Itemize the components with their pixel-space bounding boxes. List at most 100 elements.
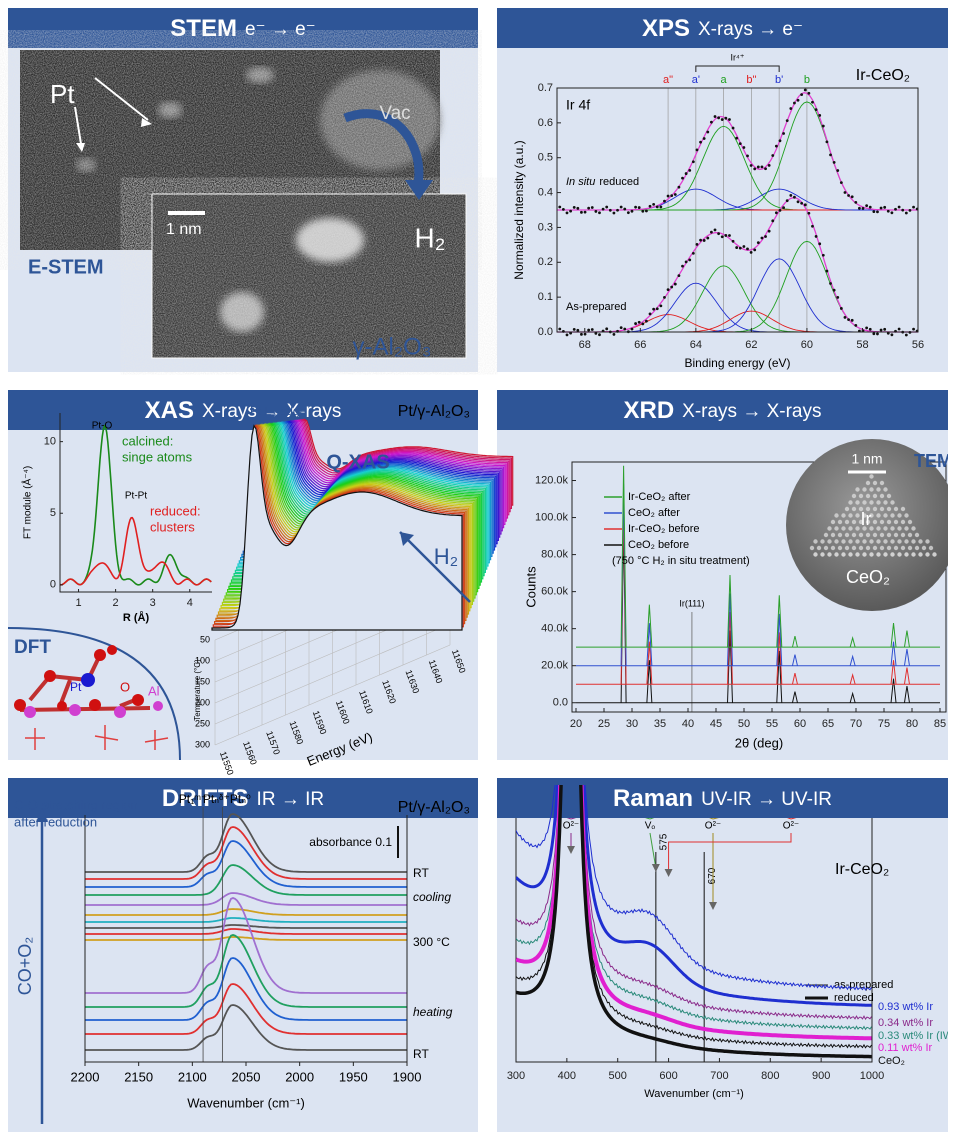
- subtitle: IR → IR: [257, 789, 325, 810]
- series-label: 0.34 wt% Ir: [878, 1017, 933, 1029]
- subtitle: X-rays → X-rays: [202, 401, 341, 422]
- data-dot: [746, 247, 749, 251]
- subtitle: X-rays → X-rays: [682, 401, 821, 422]
- panel-header: [497, 8, 948, 48]
- floor-grid: [214, 644, 451, 746]
- spectrum: [516, 785, 872, 1041]
- data-dot: [904, 211, 908, 215]
- xas-plot: 1 2 3 4 0 5 10 R (Å) FT module (Å⁻⁴) Pt-O calcined…: [21, 403, 514, 776]
- x-tick-label: 30: [626, 718, 638, 730]
- label: clusters: [150, 519, 195, 534]
- x-tick-label: 300: [507, 1070, 525, 1082]
- data-dot: [641, 322, 645, 326]
- spectrum: [516, 785, 872, 1021]
- data-dot: [868, 205, 872, 209]
- xps-plot: a" a' a b" b' b Ir⁴⁺ 68 66 64 62 60 58 56 0.0 0.1 0.2 0.3…: [512, 52, 924, 370]
- data-dot: [637, 320, 641, 324]
- data-dot: [645, 319, 648, 323]
- atom: [851, 519, 857, 525]
- peak: [791, 654, 798, 666]
- data-dot: [706, 236, 710, 240]
- data-dot: [774, 211, 778, 215]
- atom: [858, 519, 864, 525]
- data-dot: [659, 304, 663, 308]
- subtitle: UV-IR → UV-IR: [701, 789, 832, 810]
- spectrum: [85, 813, 407, 873]
- label: H₂: [434, 544, 458, 569]
- x-axis-label: Wavenumber (cm⁻¹): [644, 1088, 744, 1100]
- data-dot: [890, 333, 894, 337]
- x-tick-label: 2: [113, 597, 119, 609]
- arrow: [399, 531, 471, 603]
- atom: [886, 545, 892, 551]
- atom: [855, 487, 860, 492]
- atom: [918, 552, 923, 557]
- data-dot: [576, 328, 580, 332]
- title: Raman: [613, 785, 693, 812]
- data-dot: [720, 235, 724, 239]
- data-dot: [894, 207, 897, 211]
- label: Ir: [861, 509, 872, 529]
- title: XAS: [145, 397, 194, 424]
- data-dot: [688, 258, 692, 262]
- label: CeO₂: [846, 567, 890, 587]
- data-dot: [774, 144, 778, 148]
- y-tick-label: 100.0k: [535, 511, 569, 523]
- stem-image: [20, 50, 467, 359]
- temperature-tick-label: 300: [195, 739, 210, 749]
- atom: [879, 545, 885, 551]
- data-dot: [904, 333, 908, 337]
- data-dot: [731, 126, 735, 130]
- sample-label: Ir-CeO₂: [835, 861, 889, 878]
- atom: [869, 487, 874, 492]
- atom: [834, 552, 839, 557]
- atom: [921, 545, 927, 551]
- x-tick-label: 65: [822, 718, 834, 730]
- data-dot: [807, 91, 811, 95]
- data-dot: [735, 246, 739, 249]
- data-dot: [861, 207, 865, 210]
- series-label: CeO₂: [878, 1055, 905, 1067]
- label: (750 °C H₂ in situ treatment): [612, 555, 750, 567]
- rdf-curve: [59, 516, 212, 586]
- data-dot: [598, 211, 601, 215]
- peak: [849, 691, 856, 703]
- panel-title: XPS X-rays → e⁻: [642, 15, 803, 42]
- x-tick-label: 56: [912, 339, 924, 351]
- data-dot: [886, 331, 890, 335]
- data-dot: [590, 206, 594, 209]
- atom: [851, 532, 857, 538]
- atom: [883, 552, 888, 557]
- atom: [883, 513, 888, 518]
- atom: [876, 526, 881, 531]
- peak: [620, 465, 627, 648]
- atom: [830, 532, 836, 538]
- atom: [876, 539, 881, 544]
- data-dot: [735, 136, 739, 140]
- x-tick-label: 700: [710, 1070, 728, 1082]
- data-dot: [803, 88, 807, 92]
- data-dot: [594, 331, 598, 335]
- data-dot: [580, 332, 583, 336]
- label: 1 nm: [851, 451, 882, 467]
- atom: [907, 519, 913, 525]
- atom: [925, 552, 930, 557]
- arrow: [649, 832, 657, 869]
- atom: [855, 500, 860, 505]
- data-dot: [587, 328, 591, 332]
- atom: [827, 552, 832, 557]
- atom: [911, 526, 916, 531]
- atom: [858, 493, 864, 499]
- data-dot: [785, 119, 789, 123]
- atom: [813, 539, 818, 544]
- label: Al: [148, 683, 160, 698]
- atom: [900, 545, 906, 551]
- atom: [928, 545, 934, 551]
- atom: [858, 545, 864, 551]
- atom: [900, 519, 906, 525]
- spectrum: [516, 785, 872, 991]
- x-tick-label: 1950: [339, 1069, 368, 1084]
- data-dot: [854, 200, 858, 204]
- peak: [849, 673, 856, 685]
- y-tick-label: 0.3: [538, 221, 553, 233]
